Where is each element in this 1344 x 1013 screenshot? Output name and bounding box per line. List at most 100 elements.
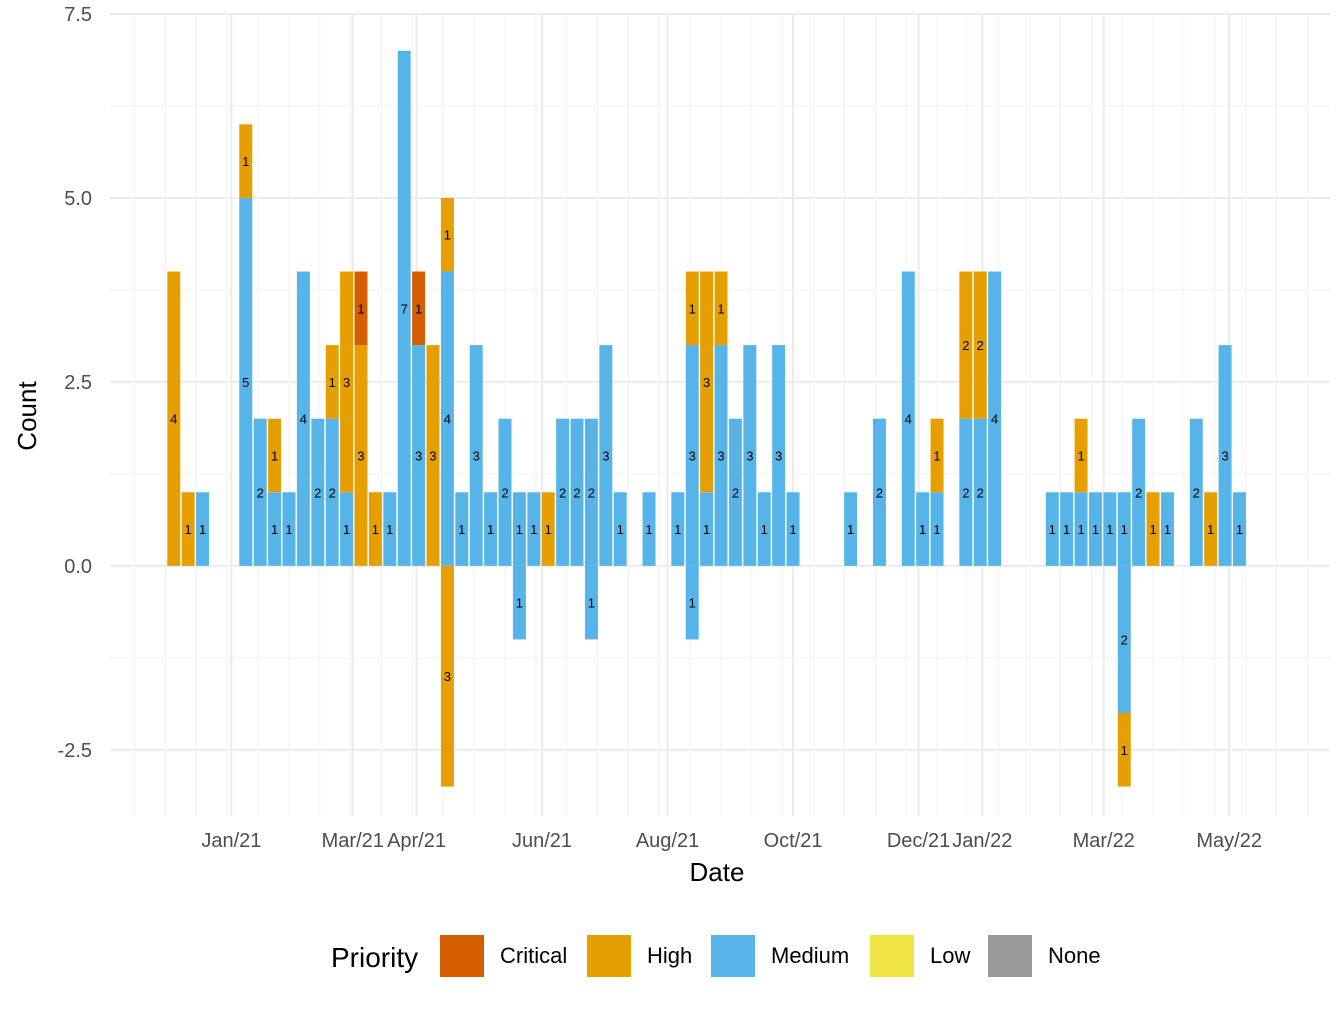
legend-key-medium [711, 935, 755, 977]
bar-value-label: 2 [314, 485, 321, 500]
bar-segment-high [426, 345, 440, 566]
bar-value-label: 1 [1092, 522, 1099, 537]
bar-value-label: 3 [1221, 448, 1228, 463]
bars-layer [167, 50, 1246, 787]
bar-value-label: 1 [545, 522, 552, 537]
bar-segment-medium [642, 492, 656, 566]
bar-value-label: 1 [285, 522, 292, 537]
bar-value-label: 1 [617, 522, 624, 537]
bar-segment-medium [757, 492, 771, 566]
bar-value-label: 1 [530, 522, 537, 537]
bar-segment-medium [1074, 492, 1088, 566]
y-tick-label: 7.5 [64, 4, 92, 26]
bar-segment-high [440, 197, 454, 272]
bar-value-label: 1 [271, 448, 278, 463]
bar-segment-high [1204, 492, 1218, 566]
legend-key-none [988, 935, 1032, 977]
bar-segment-medium [1103, 492, 1117, 566]
bar-segment-medium [714, 345, 728, 566]
bar-segment-medium [311, 418, 325, 566]
bar-value-label: 3 [703, 375, 710, 390]
bar-segment-high [325, 345, 339, 419]
bar-value-label: 7 [401, 301, 408, 316]
bar-value-label: 2 [501, 485, 508, 500]
bar-segment-medium [1060, 492, 1074, 566]
legend-title: Priority [331, 942, 418, 973]
bar-value-label: 2 [1193, 485, 1200, 500]
bar-value-label: 1 [199, 522, 206, 537]
bar-value-label: 1 [645, 522, 652, 537]
bar-value-label: 1 [1049, 522, 1056, 537]
x-tick-label: Jan/22 [952, 830, 1012, 852]
bar-value-label: 2 [962, 338, 969, 353]
bar-value-label: 2 [977, 338, 984, 353]
bar-segment-medium [685, 565, 699, 640]
bar-segment-medium [728, 418, 742, 566]
x-tick-label: Mar/21 [322, 830, 384, 852]
x-axis-title: Date [690, 857, 745, 887]
y-tick-label: 5.0 [64, 188, 92, 210]
legend-label-high: High [647, 943, 692, 968]
bar-value-label: 1 [185, 522, 192, 537]
bar-value-label: 1 [1106, 522, 1113, 537]
bar-value-label: 1 [516, 522, 523, 537]
bar-value-label: 2 [588, 485, 595, 500]
bar-segment-medium [584, 565, 598, 640]
bar-segment-medium [844, 492, 858, 566]
bar-value-label: 1 [516, 596, 523, 611]
bar-segment-high [340, 271, 354, 493]
bar-value-label: 1 [415, 301, 422, 316]
bar-segment-medium [1117, 492, 1131, 566]
legend-label-low: Low [930, 943, 970, 968]
bar-value-label: 4 [170, 412, 177, 427]
bar-value-label: 4 [300, 412, 307, 427]
bar-segment-medium [916, 492, 930, 566]
bar-segment-medium [484, 492, 498, 566]
bar-segment-high [354, 345, 368, 566]
legend: Priority Critical High Medium Low None [331, 935, 1101, 977]
bar-segment-high [368, 492, 382, 566]
bar-segment-medium [872, 418, 886, 566]
bar-segment-critical [354, 271, 368, 346]
bar-segment-medium [556, 418, 570, 566]
bar-segment-high [685, 271, 699, 346]
bar-value-label: 3 [473, 448, 480, 463]
bar-value-label: 4 [905, 412, 912, 427]
bar-segment-medium [599, 345, 613, 566]
y-axis-title: Count [12, 381, 42, 451]
bar-value-label: 3 [444, 669, 451, 684]
bar-value-label: 1 [329, 375, 336, 390]
bar-segment-medium [296, 271, 310, 566]
x-tick-label: Jan/21 [201, 830, 261, 852]
bar-value-label: 1 [242, 154, 249, 169]
bar-value-label: 2 [329, 485, 336, 500]
bar-value-label: 1 [271, 522, 278, 537]
bar-value-label: 2 [1135, 485, 1142, 500]
bar-segment-medium [901, 271, 915, 566]
bar-value-label: 2 [977, 485, 984, 500]
bar-segment-medium [412, 345, 426, 566]
bar-value-label: 1 [933, 448, 940, 463]
bar-value-label: 3 [602, 448, 609, 463]
bar-value-label: 1 [444, 228, 451, 243]
bar-value-label: 1 [717, 301, 724, 316]
bar-value-label: 3 [429, 448, 436, 463]
bar-value-label: 1 [1236, 522, 1243, 537]
legend-key-low [870, 935, 914, 977]
bar-segment-medium [512, 492, 526, 566]
bar-segment-high [700, 271, 714, 493]
bar-value-label: 1 [761, 522, 768, 537]
bar-value-label: 1 [1121, 743, 1128, 758]
bar-value-label: 3 [775, 448, 782, 463]
x-tick-label: Dec/21 [887, 830, 950, 852]
bar-segment-high [973, 271, 987, 419]
bar-segment-medium [1132, 418, 1146, 566]
bar-value-label: 1 [703, 522, 710, 537]
bar-value-label: 3 [357, 448, 364, 463]
bar-value-label: 1 [674, 522, 681, 537]
bar-value-label: 5 [242, 375, 249, 390]
bar-segment-medium [930, 492, 944, 566]
y-tick-label: 0.0 [64, 556, 92, 578]
